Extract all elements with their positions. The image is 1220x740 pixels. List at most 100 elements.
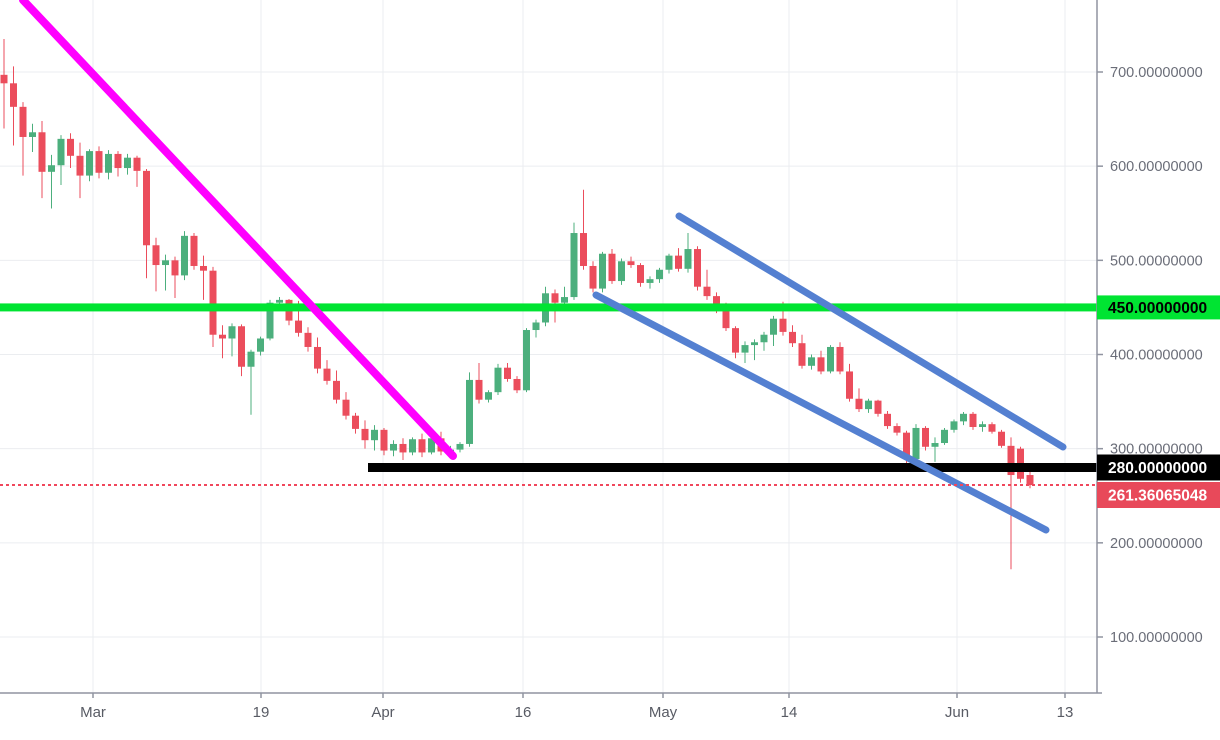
candle bbox=[504, 367, 511, 379]
candle bbox=[561, 297, 568, 303]
candle bbox=[656, 269, 663, 280]
candle bbox=[722, 310, 730, 329]
candle bbox=[684, 249, 692, 269]
price-axis-label: 300.00000000 bbox=[1110, 442, 1203, 458]
candle bbox=[646, 279, 654, 283]
price-label-last-text: 261.36065048 bbox=[1108, 488, 1208, 505]
price-axis-label: 200.00000000 bbox=[1110, 536, 1203, 552]
candle bbox=[257, 338, 264, 352]
black-horizontal-line[interactable] bbox=[368, 463, 1097, 472]
candle bbox=[466, 379, 473, 444]
time-axis[interactable] bbox=[0, 693, 1097, 740]
candle bbox=[523, 330, 530, 391]
time-axis-label: Jun bbox=[945, 704, 969, 721]
magenta-trendline[interactable] bbox=[19, 0, 457, 460]
candle bbox=[931, 443, 939, 447]
candle bbox=[304, 332, 312, 347]
candle bbox=[884, 413, 891, 427]
price-label-280 bbox=[1097, 454, 1220, 481]
candle bbox=[969, 413, 977, 428]
candle bbox=[133, 157, 141, 171]
candle bbox=[770, 318, 777, 335]
candle bbox=[570, 233, 578, 298]
candle bbox=[580, 233, 587, 266]
candle bbox=[751, 342, 758, 346]
blue-channel-upper[interactable] bbox=[675, 212, 1067, 451]
candle bbox=[124, 157, 131, 169]
candle bbox=[57, 138, 65, 166]
price-axis-label: 700.00000000 bbox=[1110, 65, 1203, 81]
candle bbox=[808, 357, 815, 366]
price-axis-label: 600.00000000 bbox=[1110, 159, 1203, 175]
candle bbox=[371, 429, 378, 441]
candle bbox=[162, 260, 169, 266]
price-label-280-text: 280.00000000 bbox=[1108, 460, 1207, 477]
candle bbox=[323, 368, 331, 381]
candle bbox=[941, 429, 948, 444]
candle bbox=[105, 153, 112, 173]
candle bbox=[171, 260, 179, 276]
candle bbox=[637, 265, 644, 283]
price-axis[interactable] bbox=[1097, 0, 1220, 693]
candle bbox=[418, 439, 426, 453]
candle bbox=[694, 249, 701, 287]
candle bbox=[713, 296, 720, 311]
price-axis-label: 400.00000000 bbox=[1110, 348, 1203, 364]
time-axis-label: Apr bbox=[371, 704, 394, 721]
candle bbox=[874, 400, 882, 414]
candle bbox=[922, 427, 929, 447]
candle bbox=[618, 261, 625, 282]
price-label-last bbox=[1097, 482, 1220, 508]
candle bbox=[228, 326, 236, 339]
candle bbox=[86, 151, 93, 176]
candle bbox=[979, 424, 986, 428]
candle bbox=[181, 235, 188, 276]
time-axis-label: 14 bbox=[781, 704, 798, 721]
candle bbox=[380, 429, 388, 451]
candle bbox=[855, 398, 863, 410]
candle bbox=[1007, 445, 1015, 476]
candle bbox=[276, 299, 283, 303]
candle bbox=[836, 346, 844, 372]
candle bbox=[399, 443, 407, 453]
candle bbox=[266, 302, 274, 339]
blue-channel-lower[interactable] bbox=[592, 291, 1050, 534]
candle bbox=[409, 439, 416, 453]
candle bbox=[247, 351, 255, 367]
candle bbox=[513, 378, 521, 391]
candle bbox=[200, 265, 207, 271]
time-axis-label: May bbox=[649, 704, 678, 721]
green-horizontal-line[interactable] bbox=[0, 303, 1097, 312]
candle bbox=[342, 399, 350, 416]
candle bbox=[732, 328, 739, 353]
price-axis-label: 500.00000000 bbox=[1110, 253, 1203, 269]
candle bbox=[456, 443, 464, 450]
candle bbox=[114, 153, 122, 169]
candle bbox=[428, 438, 435, 453]
candle bbox=[95, 151, 103, 173]
candle bbox=[789, 331, 796, 344]
candle bbox=[295, 320, 302, 333]
candle bbox=[817, 357, 825, 372]
candle bbox=[741, 345, 749, 353]
candle bbox=[760, 334, 768, 343]
candle bbox=[608, 253, 616, 282]
candle bbox=[238, 326, 245, 367]
candle bbox=[143, 170, 150, 246]
candle bbox=[599, 253, 606, 289]
price-label-450 bbox=[1097, 295, 1220, 320]
candle bbox=[29, 132, 36, 137]
candle bbox=[675, 255, 682, 269]
candle bbox=[76, 155, 84, 176]
time-axis-label: 19 bbox=[253, 704, 270, 721]
candle bbox=[209, 270, 217, 335]
candle bbox=[190, 235, 198, 266]
candle bbox=[219, 334, 226, 339]
candle bbox=[485, 392, 492, 400]
candle bbox=[988, 424, 996, 432]
candle bbox=[152, 245, 160, 266]
price-axis-label: 100.00000000 bbox=[1110, 630, 1203, 646]
